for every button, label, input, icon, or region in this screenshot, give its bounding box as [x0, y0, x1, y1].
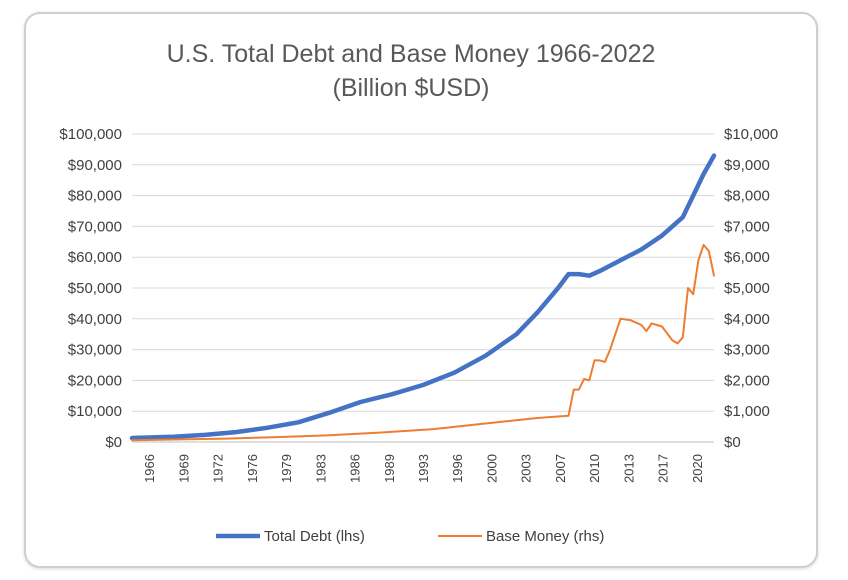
x-tick-label: 2007 [553, 454, 568, 483]
x-tick-label: 2013 [621, 454, 636, 483]
x-tick-label: 2020 [690, 454, 705, 483]
y-tick-label-right: $9,000 [724, 157, 770, 174]
chart-subtitle: (Billion $USD) [333, 74, 490, 102]
y-tick-label-left: $80,000 [68, 188, 122, 205]
x-tick-label: 1989 [382, 454, 397, 483]
y-tick-label-left: $60,000 [68, 249, 122, 266]
chart-svg: U.S. Total Debt and Base Money 1966-2022… [59, 40, 778, 545]
y-tick-label-left: $100,000 [59, 126, 122, 143]
y-tick-label-right: $4,000 [724, 311, 770, 328]
gridlines [132, 133, 714, 443]
legend-base-money-label: Base Money (rhs) [486, 528, 604, 545]
chart-title: U.S. Total Debt and Base Money 1966-2022 [167, 40, 656, 68]
y-tick-label-right: $3,000 [724, 342, 770, 359]
x-axis: 1966 1969 1972 1976 1979 1983 1986 1989 1993 1996… [142, 454, 705, 483]
x-tick-label: 1986 [348, 454, 363, 483]
x-tick-label: 1969 [176, 454, 191, 483]
series-line-base-money [131, 243, 715, 442]
y-axis-left: $0 $10,000 $20,000 $30,000 $40,000 $50,000 $60… [59, 126, 122, 451]
chart-card: U.S. Total Debt and Base Money 1966-2022… [24, 12, 818, 568]
series-lines [129, 153, 717, 442]
y-tick-label-right: $6,000 [724, 249, 770, 266]
x-tick-label: 1972 [211, 454, 226, 483]
y-axis-right: $0 $1,000 $2,000 $3,000 $4,000 $5,000 $6,000 $7… [724, 126, 778, 451]
y-tick-label-left: $0 [105, 434, 122, 451]
x-tick-label: 2010 [587, 454, 602, 483]
y-tick-label-right: $0 [724, 434, 741, 451]
x-tick-label: 1983 [313, 454, 328, 483]
y-tick-label-right: $7,000 [724, 218, 770, 235]
x-tick-label: 2017 [656, 454, 671, 483]
series-line-total-debt [129, 153, 717, 441]
y-tick-label-left: $90,000 [68, 157, 122, 174]
y-tick-label-left: $10,000 [68, 403, 122, 420]
y-tick-label-left: $70,000 [68, 218, 122, 235]
x-tick-label: 1976 [245, 454, 260, 483]
y-tick-label-right: $1,000 [724, 403, 770, 420]
y-tick-label-right: $8,000 [724, 188, 770, 205]
y-tick-label-left: $50,000 [68, 280, 122, 297]
x-tick-label: 1993 [416, 454, 431, 483]
x-tick-label: 1996 [450, 454, 465, 483]
x-tick-label: 1979 [279, 454, 294, 483]
y-tick-label-left: $30,000 [68, 342, 122, 359]
legend-total-debt-label: Total Debt (lhs) [264, 528, 365, 545]
y-tick-label-left: $40,000 [68, 311, 122, 328]
x-tick-label: 1966 [142, 454, 157, 483]
y-tick-label-right: $2,000 [724, 372, 770, 389]
y-tick-label-right: $10,000 [724, 126, 778, 143]
y-tick-label-left: $20,000 [68, 372, 122, 389]
x-tick-label: 2000 [484, 454, 499, 483]
y-tick-label-right: $5,000 [724, 280, 770, 297]
x-tick-label: 2003 [519, 454, 534, 483]
legend: Total Debt (lhs) Base Money (rhs) [216, 528, 604, 545]
